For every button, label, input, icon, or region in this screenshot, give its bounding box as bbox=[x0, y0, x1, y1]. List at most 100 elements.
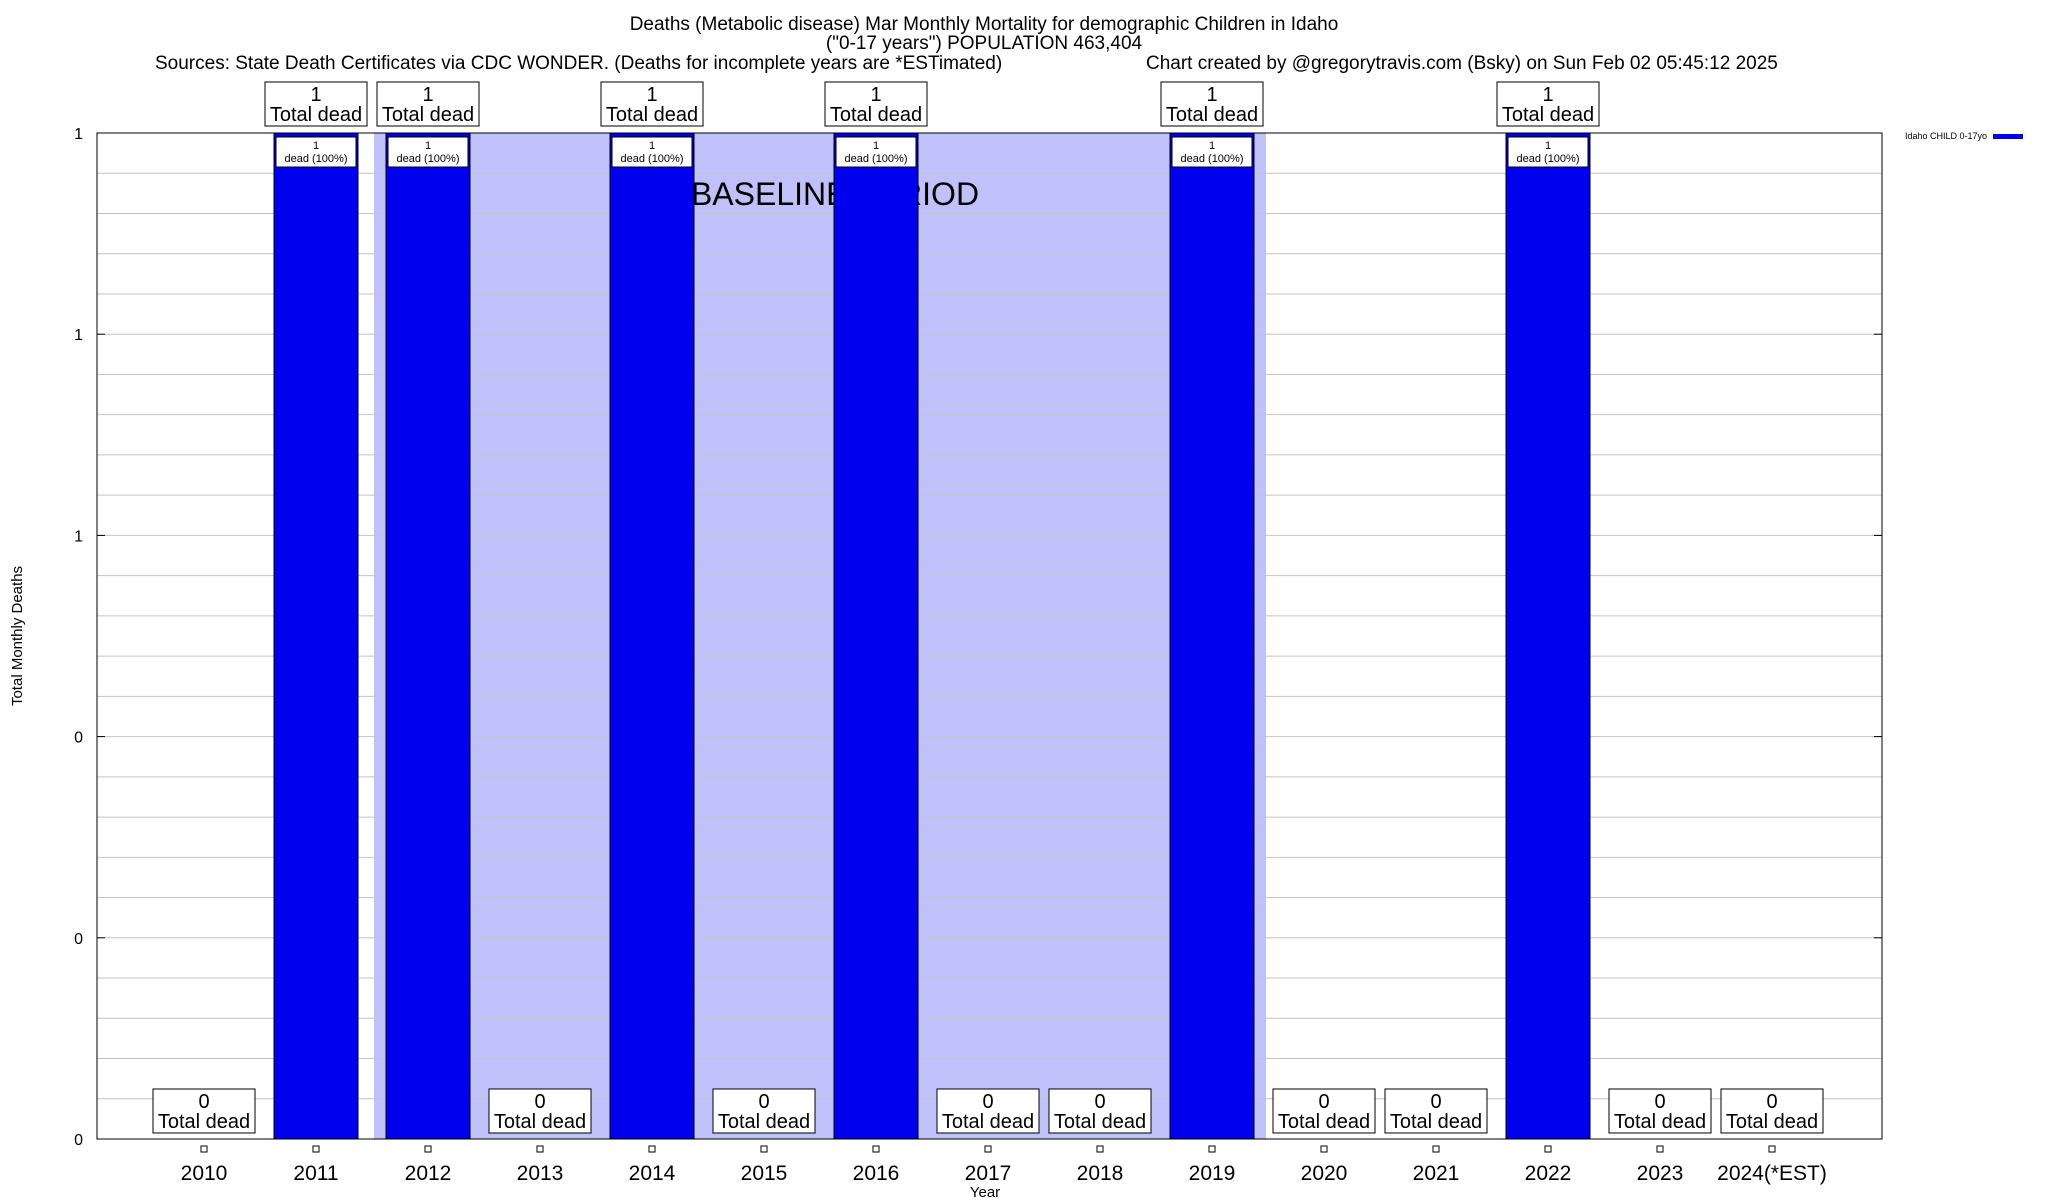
total-dead-label: Total dead bbox=[158, 1111, 250, 1133]
bar bbox=[609, 132, 695, 1140]
x-tick bbox=[1208, 1145, 1216, 1153]
total-dead-label: Total dead bbox=[830, 104, 922, 126]
total-label-box bbox=[1048, 1088, 1152, 1134]
total-dead-label: Total dead bbox=[1278, 1111, 1370, 1133]
total-label-box bbox=[600, 81, 704, 127]
total-dead-label: Total dead bbox=[606, 104, 698, 126]
legend-label: Idaho CHILD 0-17yo bbox=[1905, 131, 1988, 141]
x-tick-label: 2020 bbox=[1301, 1162, 1348, 1185]
x-axis-label: Year bbox=[970, 1184, 1000, 1200]
x-tick-label: 2019 bbox=[1189, 1162, 1236, 1185]
x-tick-label: 2011 bbox=[293, 1162, 338, 1185]
x-tick-label: 2015 bbox=[741, 1162, 788, 1185]
y-tick-label: 0 bbox=[74, 730, 83, 747]
total-dead-label: Total dead bbox=[1726, 1111, 1818, 1133]
total-label-box bbox=[152, 1088, 256, 1134]
bar-label-box bbox=[387, 136, 469, 168]
y-axis-label: Total Monthly Deaths bbox=[9, 566, 26, 706]
x-tick bbox=[424, 1145, 432, 1153]
legend-swatch bbox=[1993, 133, 2024, 139]
x-tick-label: 2024(*EST) bbox=[1717, 1162, 1827, 1185]
total-label-box bbox=[376, 81, 480, 127]
total-label-box bbox=[264, 81, 368, 127]
total-value-label: 0 bbox=[1654, 1091, 1665, 1113]
total-value-label: 0 bbox=[198, 1091, 209, 1113]
total-dead-label: Total dead bbox=[942, 1111, 1034, 1133]
bar-label-box bbox=[1507, 136, 1589, 168]
total-value-label: 0 bbox=[534, 1091, 545, 1113]
total-label-box bbox=[1608, 1088, 1712, 1134]
bar-value-label: 1 bbox=[873, 140, 879, 152]
x-tick bbox=[984, 1145, 992, 1153]
x-tick bbox=[1096, 1145, 1104, 1153]
bar bbox=[1505, 132, 1591, 1140]
chart-credit: Chart created by @gregorytravis.com (Bsk… bbox=[1146, 53, 1778, 74]
chart-title: Deaths (Metabolic disease) Mar Monthly M… bbox=[629, 14, 1339, 35]
bar bbox=[273, 132, 359, 1140]
x-tick-label: 2017 bbox=[965, 1162, 1012, 1185]
x-tick bbox=[1544, 1145, 1552, 1153]
total-value-label: 1 bbox=[422, 84, 433, 106]
x-tick-label: 2010 bbox=[181, 1162, 228, 1185]
y-tick-label: 1 bbox=[74, 126, 83, 143]
x-tick-label: 2012 bbox=[405, 1162, 452, 1185]
total-value-label: 1 bbox=[870, 84, 881, 106]
chart-subtitle: ("0-17 years") POPULATION 463,404 bbox=[825, 33, 1143, 54]
total-value-label: 0 bbox=[1430, 1091, 1441, 1113]
total-label-box bbox=[1272, 1088, 1376, 1134]
total-dead-label: Total dead bbox=[1390, 1111, 1482, 1133]
x-tick-label: 2018 bbox=[1077, 1162, 1124, 1185]
bar-label-box bbox=[275, 136, 357, 168]
total-value-label: 0 bbox=[982, 1091, 993, 1113]
x-tick bbox=[872, 1145, 880, 1153]
bar bbox=[1169, 132, 1255, 1140]
total-value-label: 0 bbox=[1766, 1091, 1777, 1113]
bar-percent-label: dead (100%) bbox=[1517, 153, 1580, 165]
bar-percent-label: dead (100%) bbox=[845, 153, 908, 165]
total-value-label: 1 bbox=[1206, 84, 1217, 106]
total-dead-label: Total dead bbox=[1166, 104, 1258, 126]
x-tick-label: 2022 bbox=[1525, 1162, 1572, 1185]
total-label-box bbox=[488, 1088, 592, 1134]
x-tick bbox=[536, 1145, 544, 1153]
bar-percent-label: dead (100%) bbox=[397, 153, 460, 165]
total-label-box bbox=[1720, 1088, 1824, 1134]
total-dead-label: Total dead bbox=[270, 104, 362, 126]
x-tick bbox=[648, 1145, 656, 1153]
legend: Idaho CHILD 0-17yo bbox=[1905, 131, 2024, 141]
total-value-label: 0 bbox=[1094, 1091, 1105, 1113]
sources-note: Sources: State Death Certificates via CD… bbox=[155, 53, 1003, 74]
y-tick-label: 1 bbox=[74, 327, 83, 344]
bar bbox=[833, 132, 919, 1140]
total-label-box bbox=[1160, 81, 1264, 127]
baseline-period-shading bbox=[374, 133, 1266, 1139]
bar-percent-label: dead (100%) bbox=[1181, 153, 1244, 165]
x-tick bbox=[1432, 1145, 1440, 1153]
x-tick bbox=[760, 1145, 768, 1153]
y-tick-label: 0 bbox=[74, 931, 83, 948]
x-tick bbox=[1320, 1145, 1328, 1153]
total-label-box bbox=[1384, 1088, 1488, 1134]
x-tick bbox=[1656, 1145, 1664, 1153]
total-dead-label: Total dead bbox=[718, 1111, 810, 1133]
x-tick-label: 2023 bbox=[1637, 1162, 1684, 1185]
bar-label-box bbox=[835, 136, 917, 168]
bar-value-label: 1 bbox=[313, 140, 319, 152]
total-dead-label: Total dead bbox=[494, 1111, 586, 1133]
bar-label-box bbox=[611, 136, 693, 168]
bar-percent-label: dead (100%) bbox=[621, 153, 684, 165]
y-tick-label: 0 bbox=[74, 1132, 83, 1149]
bar-percent-label: dead (100%) bbox=[285, 153, 348, 165]
y-tick-label: 1 bbox=[74, 528, 83, 545]
total-label-box bbox=[712, 1088, 816, 1134]
x-tick bbox=[200, 1145, 208, 1153]
total-value-label: 0 bbox=[758, 1091, 769, 1113]
bar-value-label: 1 bbox=[1209, 140, 1215, 152]
x-tick bbox=[1768, 1145, 1776, 1153]
total-label-box bbox=[1496, 81, 1600, 127]
total-value-label: 1 bbox=[646, 84, 657, 106]
bar-value-label: 1 bbox=[425, 140, 431, 152]
x-tick bbox=[312, 1145, 320, 1153]
total-label-box bbox=[936, 1088, 1040, 1134]
